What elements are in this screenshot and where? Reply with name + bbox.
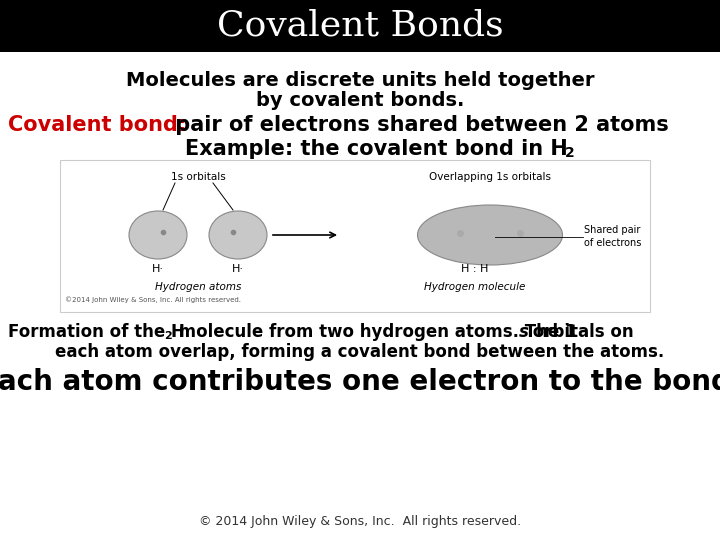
Ellipse shape [209,211,267,259]
Ellipse shape [129,211,187,259]
Bar [0,0,720,52]
Text: Each atom contributes one electron to the bond.: Each atom contributes one electron to th… [0,368,720,396]
Text: orbitals on: orbitals on [527,323,634,341]
Text: H : H: H : H [462,264,489,274]
Text: 1s orbitals: 1s orbitals [171,172,225,182]
Text: Covalent bond:: Covalent bond: [8,115,186,135]
Text: H·: H· [232,264,244,274]
Text: ©2014 John Wiley & Sons, Inc. All rights reserved.: ©2014 John Wiley & Sons, Inc. All rights… [65,296,241,303]
Ellipse shape [418,205,562,265]
Text: Overlapping 1s orbitals: Overlapping 1s orbitals [429,172,551,182]
Text: by covalent bonds.: by covalent bonds. [256,91,464,110]
Text: pair of electrons shared between 2 atoms: pair of electrons shared between 2 atoms [168,115,669,135]
Text: © 2014 John Wiley & Sons, Inc.  All rights reserved.: © 2014 John Wiley & Sons, Inc. All right… [199,516,521,529]
Text: H·: H· [152,264,164,274]
Text: 2: 2 [164,331,172,341]
Text: of electrons: of electrons [584,238,642,248]
Text: Example: the covalent bond in H: Example: the covalent bond in H [185,139,568,159]
Text: s: s [519,323,529,341]
Text: Molecules are discrete units held together: Molecules are discrete units held togeth… [126,71,594,90]
Text: molecule from two hydrogen atoms. The 1: molecule from two hydrogen atoms. The 1 [173,323,577,341]
Text: Formation of the H: Formation of the H [8,323,185,341]
Text: Shared pair: Shared pair [584,225,640,235]
Text: Covalent Bonds: Covalent Bonds [217,9,503,43]
Text: Hydrogen molecule: Hydrogen molecule [424,282,526,292]
Text: each atom overlap, forming a covalent bond between the atoms.: each atom overlap, forming a covalent bo… [55,343,665,361]
Bar [60,160,650,312]
Text: 2: 2 [565,146,575,160]
Text: Hydrogen atoms: Hydrogen atoms [155,282,241,292]
